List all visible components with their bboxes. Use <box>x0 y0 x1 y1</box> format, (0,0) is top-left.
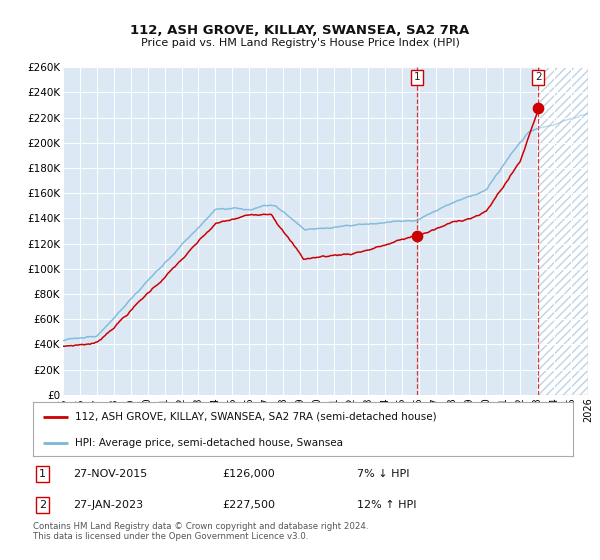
Text: 27-NOV-2015: 27-NOV-2015 <box>74 469 148 479</box>
Text: 27-JAN-2023: 27-JAN-2023 <box>74 500 143 510</box>
Text: 2: 2 <box>535 72 542 82</box>
Text: HPI: Average price, semi-detached house, Swansea: HPI: Average price, semi-detached house,… <box>75 438 343 449</box>
Text: Price paid vs. HM Land Registry's House Price Index (HPI): Price paid vs. HM Land Registry's House … <box>140 38 460 48</box>
Text: £126,000: £126,000 <box>222 469 275 479</box>
Point <box>533 104 543 113</box>
Text: £227,500: £227,500 <box>222 500 275 510</box>
Text: 12% ↑ HPI: 12% ↑ HPI <box>357 500 416 510</box>
Text: 1: 1 <box>413 72 420 82</box>
Text: 7% ↓ HPI: 7% ↓ HPI <box>357 469 409 479</box>
Text: Contains HM Land Registry data © Crown copyright and database right 2024.
This d: Contains HM Land Registry data © Crown c… <box>33 522 368 542</box>
Text: 1: 1 <box>39 469 46 479</box>
Text: 2: 2 <box>39 500 46 510</box>
Point <box>412 232 422 241</box>
Text: 112, ASH GROVE, KILLAY, SWANSEA, SA2 7RA (semi-detached house): 112, ASH GROVE, KILLAY, SWANSEA, SA2 7RA… <box>75 412 437 422</box>
Text: 112, ASH GROVE, KILLAY, SWANSEA, SA2 7RA: 112, ASH GROVE, KILLAY, SWANSEA, SA2 7RA <box>130 24 470 36</box>
